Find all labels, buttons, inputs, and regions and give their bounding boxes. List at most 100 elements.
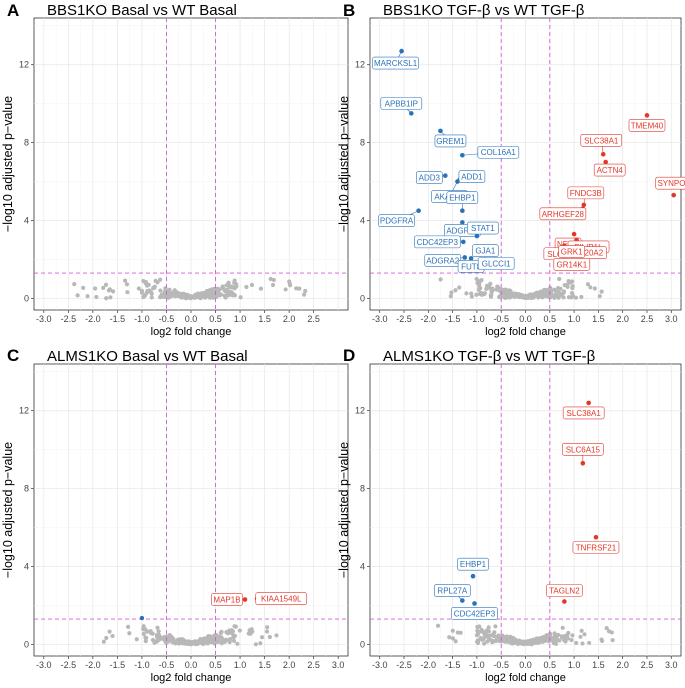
ns-point: [592, 286, 597, 291]
x-tick-label: -2.5: [396, 314, 412, 324]
y-tick-label: 12: [19, 406, 29, 416]
x-tick-label: 0.0: [185, 660, 198, 670]
gene-label: RPL27A: [437, 587, 467, 596]
ns-point: [127, 631, 132, 636]
gene-label-box: [546, 584, 583, 597]
ns-point: [162, 290, 167, 295]
ns-point: [544, 636, 549, 641]
y-tick-label: 4: [24, 215, 29, 225]
ns-point: [486, 625, 491, 630]
gene-label-box: [372, 56, 419, 70]
ns-point: [104, 296, 109, 301]
ns-point: [570, 286, 575, 291]
ns-point: [229, 628, 234, 633]
ns-point: [557, 638, 562, 643]
x-tick-label: 2.0: [616, 314, 629, 324]
ns-point: [136, 286, 141, 291]
ns-point: [196, 293, 201, 298]
ns-point: [561, 295, 566, 300]
ns-point: [110, 633, 115, 639]
ns-point: [540, 639, 545, 644]
ns-point: [250, 629, 255, 634]
ns-point: [464, 291, 469, 296]
ns-point: [124, 282, 130, 287]
ns-point: [104, 635, 109, 641]
ns-point: [504, 634, 509, 639]
ns-point: [201, 291, 207, 296]
sig-point: [139, 615, 145, 621]
ns-point: [552, 287, 557, 292]
gene-label: TMEM40: [631, 121, 664, 130]
ns-point: [610, 638, 615, 643]
gene-label-box: [562, 442, 604, 456]
ns-point: [438, 277, 443, 282]
ns-point: [563, 639, 568, 644]
ns-point: [550, 639, 556, 644]
ns-point: [101, 639, 106, 644]
ns-point: [230, 291, 236, 296]
x-tick-label: -3.0: [372, 660, 388, 670]
x-tick-label: 1.5: [258, 660, 271, 670]
x-axis-label: log2 fold change: [485, 326, 566, 338]
x-tick-label: -1.0: [134, 660, 150, 670]
ns-point: [287, 279, 292, 284]
gene-label-box: [434, 134, 467, 148]
y-tick-label: 12: [355, 406, 365, 416]
ns-point: [479, 637, 485, 642]
ns-point: [143, 281, 148, 286]
ns-point: [557, 276, 562, 282]
gene-label: GRK1: [561, 248, 583, 257]
ns-point: [141, 294, 146, 300]
ns-point: [232, 624, 237, 629]
ns-point: [469, 294, 474, 299]
ns-point: [147, 288, 152, 293]
ns-point: [482, 641, 487, 646]
x-tick-label: 1.5: [592, 314, 605, 324]
ns-point: [474, 276, 479, 282]
x-tick-label: 0.5: [544, 660, 557, 670]
x-tick-label: -2.0: [421, 660, 437, 670]
ns-point: [555, 286, 561, 291]
ns-point: [302, 292, 307, 297]
ns-point: [479, 291, 484, 296]
gene-label-box: [472, 244, 499, 258]
ns-point: [231, 638, 237, 644]
panel-letter: A: [7, 1, 19, 20]
y-tick-label: 8: [24, 484, 29, 494]
ns-point: [101, 285, 106, 290]
ns-point: [565, 633, 570, 638]
ns-points: [435, 623, 615, 647]
ns-point: [512, 639, 517, 644]
ns-point: [141, 631, 146, 636]
ns-point: [235, 641, 240, 646]
ns-point: [168, 636, 173, 641]
gene-label-box: [458, 170, 486, 183]
x-tick-label: 1.0: [568, 660, 581, 670]
ns-point: [530, 641, 535, 646]
x-tick-label: 1.5: [258, 314, 271, 324]
gene-label: GR14K1: [556, 260, 587, 269]
ns-point: [219, 641, 224, 646]
ns-point: [561, 289, 567, 294]
gene-label-box: [467, 221, 499, 235]
ns-point: [582, 632, 587, 637]
ns-point: [449, 290, 454, 295]
ns-point: [107, 287, 112, 292]
ns-point: [201, 641, 206, 646]
ns-point: [474, 292, 479, 297]
ns-point: [542, 290, 548, 295]
ns-point: [173, 293, 178, 298]
x-tick-label: -2.0: [85, 314, 101, 324]
y-tick-label: 8: [24, 138, 29, 148]
ns-point: [253, 642, 258, 647]
x-tick-label: -1.0: [134, 314, 150, 324]
ns-point: [599, 289, 604, 294]
y-tick-label: 8: [360, 484, 365, 494]
ns-point: [134, 637, 139, 642]
ns-point: [150, 631, 155, 636]
ns-point: [505, 639, 510, 644]
ns-point: [211, 289, 216, 294]
ns-point: [453, 288, 458, 293]
gene-label-box: [380, 97, 423, 110]
x-tick-label: -3.0: [372, 314, 388, 324]
